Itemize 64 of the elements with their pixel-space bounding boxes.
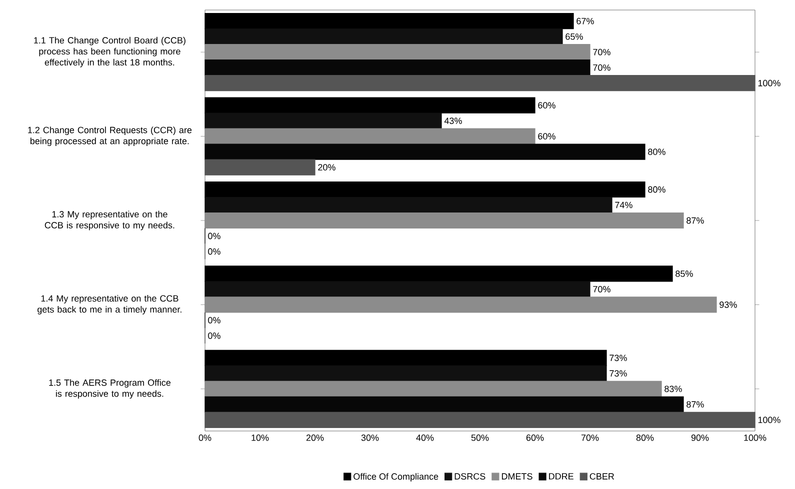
x-tick-label: 60%: [526, 434, 544, 441]
x-tick-label: 50%: [471, 434, 489, 441]
data-label: 85%: [676, 270, 693, 277]
data-label: 73%: [610, 370, 627, 377]
bar: [204, 44, 590, 60]
x-tick-label: 10%: [252, 434, 269, 441]
bar: [204, 365, 607, 382]
x-tick-label: 80%: [636, 434, 654, 441]
bar: [204, 396, 684, 412]
legend-label: DSRCS: [454, 473, 486, 480]
data-label: 60%: [538, 102, 556, 108]
x-tick-label: 90%: [691, 434, 709, 441]
bar: [204, 181, 646, 198]
bar: [204, 296, 717, 313]
y-tick-label: 1.4 My representative on the CCB gets back to me in a timely manner.: [38, 295, 182, 314]
bar: [204, 144, 646, 160]
data-label: 80%: [648, 186, 666, 193]
bar: [204, 380, 662, 397]
y-tick-label: 1.1 The Change Control Board (CCB) process has been functioning more effectively in the last 18 months.: [34, 36, 186, 68]
data-label: 70%: [593, 64, 610, 71]
x-tick-label: 30%: [361, 434, 379, 441]
data-label: 87%: [686, 401, 704, 408]
data-label: 65%: [566, 33, 583, 40]
data-label: 0%: [208, 317, 220, 324]
data-label: 70%: [593, 286, 610, 292]
data-label: 100%: [758, 80, 780, 86]
bar: [204, 28, 563, 45]
data-label: 67%: [576, 18, 594, 24]
data-label: 87%: [686, 217, 704, 224]
data-label: 43%: [444, 118, 462, 124]
x-tick-label: 100%: [744, 434, 766, 441]
data-label: 74%: [615, 202, 632, 208]
bar: [204, 60, 590, 76]
legend-label: DMETS: [502, 473, 532, 480]
bar: [204, 266, 673, 282]
x-tick-label: 40%: [416, 434, 434, 441]
legend-label: DDRE: [549, 473, 574, 480]
data-label: 70%: [593, 48, 610, 56]
bar: [204, 350, 607, 366]
data-label: 20%: [318, 164, 336, 170]
bar: [204, 97, 536, 114]
x-tick-label: 0%: [198, 434, 212, 441]
data-label: 0%: [208, 232, 220, 240]
bar: [204, 196, 612, 214]
legend-label: Office Of Compliance: [354, 473, 438, 482]
bar: [204, 112, 442, 129]
data-label: 60%: [538, 133, 556, 140]
data-label: 80%: [648, 148, 666, 155]
legend-label: CBER: [590, 473, 614, 480]
data-label: 93%: [720, 302, 737, 308]
x-tick-label: 20%: [306, 434, 324, 441]
data-label: 0%: [208, 248, 220, 255]
x-tick-label: 70%: [581, 434, 599, 441]
data-label: 100%: [758, 416, 780, 424]
bar: [204, 128, 536, 144]
bar: [204, 281, 590, 298]
bar: [204, 212, 684, 229]
data-label: 73%: [610, 354, 627, 362]
y-tick-label: 1.2 Change Control Requests (CCR) are being processed at an appropriate rate.: [28, 126, 192, 146]
data-label: 83%: [664, 386, 682, 392]
bar: [204, 13, 574, 30]
data-label: 0%: [208, 332, 220, 339]
y-tick-label: 1.3 My representative on the CCB is responsive to my needs.: [44, 210, 174, 230]
y-tick-label: 1.5 The AERS Program Office is responsive to my needs.: [49, 379, 170, 399]
